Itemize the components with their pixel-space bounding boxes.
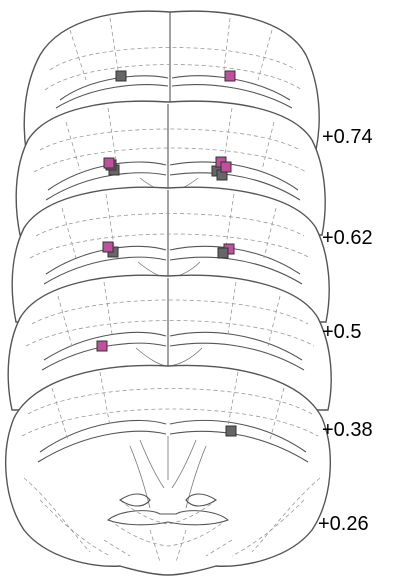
magenta-marker bbox=[96, 340, 108, 352]
magenta-marker bbox=[102, 241, 114, 253]
magenta-marker bbox=[103, 157, 115, 169]
gray-marker bbox=[217, 247, 229, 259]
gray-marker bbox=[225, 425, 237, 437]
section-label-2: +0.62 bbox=[322, 227, 373, 249]
section-label-1: +0.74 bbox=[322, 126, 373, 148]
injection-markers bbox=[96, 70, 237, 437]
section-label-3: +0.5 bbox=[322, 321, 361, 343]
gray-marker bbox=[115, 70, 127, 82]
section-label-4: +0.38 bbox=[322, 419, 373, 441]
section-label-5: +0.26 bbox=[318, 513, 369, 535]
brain-section-5: +0.38 +0.26 bbox=[5, 364, 373, 576]
magenta-marker bbox=[224, 70, 236, 82]
magenta-marker bbox=[220, 161, 232, 173]
